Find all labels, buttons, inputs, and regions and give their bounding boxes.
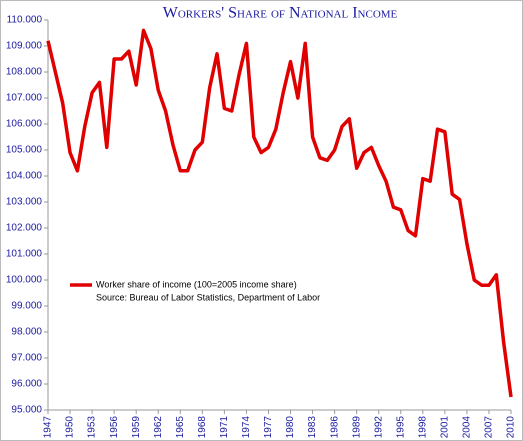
x-tick-label: 1959 [131,416,142,439]
x-tick-label: 1998 [417,416,428,439]
y-tick-label: 105.000 [6,145,43,156]
x-tick-label: 1953 [87,416,98,439]
y-tick-label: 99.000 [11,301,42,312]
x-tick-label: 1989 [351,416,362,439]
x-tick-label: 2010 [506,416,517,439]
y-tick-label: 107.000 [6,93,43,104]
legend-label: Worker share of income (100=2005 income … [96,279,297,289]
y-tick-label: 101.000 [6,249,43,260]
x-tick-label: 1983 [307,416,318,439]
y-tick-label: 104.000 [6,171,43,182]
x-tick-label: 1968 [197,416,208,439]
x-tick-label: 1977 [263,416,274,439]
x-tick-label: 1965 [175,416,186,439]
x-tick-label: 1971 [219,416,230,439]
x-tick-label: 2004 [462,416,473,439]
y-tick-label: 106.000 [6,119,43,130]
x-tick-label: 1992 [373,416,384,439]
chart-title: Workers' Share of National Income [163,5,398,22]
x-tick-label: 2001 [439,416,450,439]
x-tick-label: 1995 [395,416,406,439]
y-tick-label: 97.000 [11,353,42,364]
x-tick-label: 1974 [241,416,252,439]
x-tick-label: 2007 [484,416,495,439]
y-tick-label: 98.000 [11,327,42,338]
y-tick-label: 110.000 [7,15,43,26]
y-tick-label: 103.000 [6,197,43,208]
x-tick-label: 1956 [109,416,120,439]
data-line [46,28,513,398]
x-tick-label: 1986 [329,416,340,439]
x-tick-label: 1947 [43,416,54,439]
x-tick-label: 1962 [153,416,164,439]
x-tick-label: 1980 [285,416,296,439]
y-tick-label: 102.000 [6,223,43,234]
y-tick-label: 109.000 [6,41,43,52]
y-tick-label: 95.000 [11,405,42,416]
annotation: Source: Bureau of Labor Statistics, Depa… [96,292,320,302]
y-tick-label: 108.000 [6,67,43,78]
x-tick-label: 1950 [65,416,76,439]
y-tick-label: 100.000 [6,275,43,286]
y-tick-label: 96.000 [11,379,42,390]
